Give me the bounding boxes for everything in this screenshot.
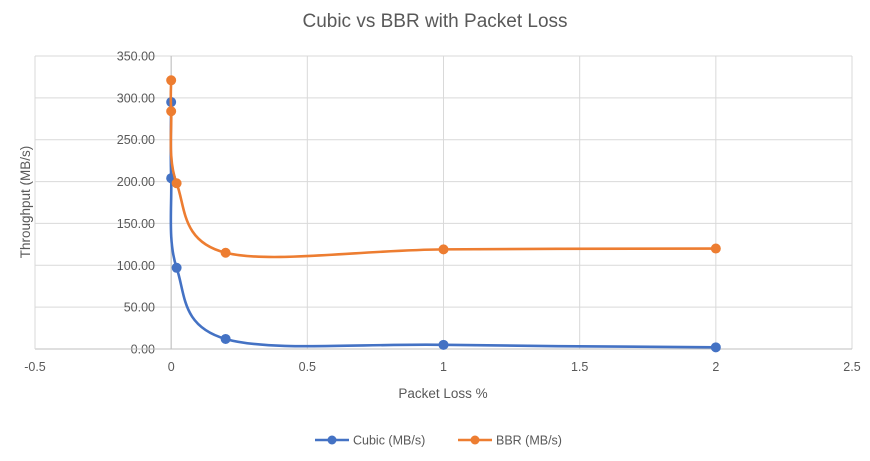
data-point-bbr — [438, 244, 449, 255]
data-point-bbr — [220, 247, 231, 258]
x-tick-label: 1.5 — [571, 360, 588, 374]
data-point-bbr — [710, 243, 721, 254]
data-point-bbr — [171, 178, 182, 189]
data-point-bbr — [166, 75, 177, 86]
data-point-cubic — [171, 262, 182, 273]
x-tick-label: 0 — [168, 360, 175, 374]
x-tick-label: 0.5 — [299, 360, 316, 374]
axes: 0.0050.00100.00150.00200.00250.00300.003… — [24, 50, 861, 375]
x-axis-title: Packet Loss % — [398, 386, 487, 401]
data-point-cubic — [438, 339, 449, 350]
x-tick-label: 2.5 — [843, 360, 860, 374]
legend-marker-cubic — [327, 435, 337, 445]
grid-lines — [35, 55, 853, 349]
y-tick-label: 100.00 — [117, 259, 155, 273]
x-tick-label: -0.5 — [24, 360, 46, 374]
data-point-bbr — [166, 106, 177, 117]
y-tick-label: 350.00 — [117, 50, 155, 64]
legend: Cubic (MB/s) BBR (MB/s) — [315, 434, 562, 448]
legend-marker-bbr — [470, 435, 480, 445]
y-tick-label: 300.00 — [117, 91, 155, 105]
legend-label-cubic: Cubic (MB/s) — [353, 434, 425, 448]
y-axis-title: Throughput (MB/s) — [18, 146, 33, 259]
series-layer — [166, 75, 721, 353]
data-point-cubic — [220, 333, 231, 344]
data-point-cubic — [710, 342, 721, 353]
y-tick-label: 200.00 — [117, 175, 155, 189]
y-tick-label: 50.00 — [124, 301, 155, 315]
y-tick-label: 150.00 — [117, 217, 155, 231]
x-tick-label: 1 — [440, 360, 447, 374]
y-tick-label: 250.00 — [117, 133, 155, 147]
x-tick-label: 2 — [712, 360, 719, 374]
legend-label-bbr: BBR (MB/s) — [496, 434, 562, 448]
chart-title: Cubic vs BBR with Packet Loss — [302, 11, 567, 32]
